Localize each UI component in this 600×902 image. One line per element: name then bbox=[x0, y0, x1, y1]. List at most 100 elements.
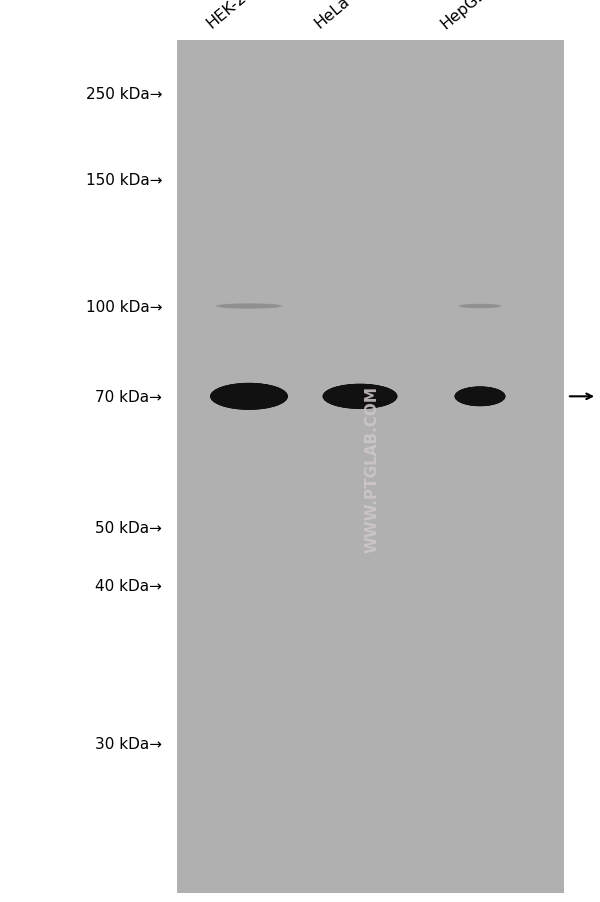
Ellipse shape bbox=[331, 391, 389, 403]
Ellipse shape bbox=[458, 391, 502, 403]
Ellipse shape bbox=[327, 387, 393, 407]
Ellipse shape bbox=[329, 390, 391, 404]
Ellipse shape bbox=[455, 387, 505, 407]
Ellipse shape bbox=[213, 385, 285, 409]
Text: 40 kDa→: 40 kDa→ bbox=[95, 579, 162, 594]
Ellipse shape bbox=[217, 389, 281, 405]
Ellipse shape bbox=[217, 389, 281, 405]
Ellipse shape bbox=[461, 392, 499, 401]
Ellipse shape bbox=[457, 389, 503, 405]
Ellipse shape bbox=[331, 391, 389, 403]
Ellipse shape bbox=[458, 390, 502, 404]
Ellipse shape bbox=[458, 305, 502, 308]
Ellipse shape bbox=[457, 389, 503, 405]
Ellipse shape bbox=[215, 388, 283, 406]
Ellipse shape bbox=[460, 391, 500, 402]
Ellipse shape bbox=[329, 389, 391, 405]
Ellipse shape bbox=[215, 304, 284, 309]
Ellipse shape bbox=[456, 389, 504, 405]
Ellipse shape bbox=[212, 384, 286, 410]
Ellipse shape bbox=[219, 305, 279, 308]
Text: 150 kDa→: 150 kDa→ bbox=[86, 173, 162, 188]
Ellipse shape bbox=[460, 391, 500, 402]
Ellipse shape bbox=[326, 387, 394, 407]
Ellipse shape bbox=[323, 385, 397, 409]
Ellipse shape bbox=[210, 383, 288, 410]
Ellipse shape bbox=[210, 383, 288, 410]
Ellipse shape bbox=[458, 391, 502, 403]
Ellipse shape bbox=[327, 388, 393, 406]
Ellipse shape bbox=[212, 385, 286, 409]
Text: HeLa: HeLa bbox=[311, 0, 352, 32]
Ellipse shape bbox=[455, 388, 505, 406]
Ellipse shape bbox=[330, 390, 390, 404]
Bar bbox=[177, 41, 564, 893]
Ellipse shape bbox=[457, 390, 503, 404]
Ellipse shape bbox=[211, 384, 287, 410]
Ellipse shape bbox=[323, 384, 398, 410]
Ellipse shape bbox=[218, 304, 280, 309]
Ellipse shape bbox=[325, 386, 395, 408]
Ellipse shape bbox=[323, 384, 397, 410]
Ellipse shape bbox=[328, 389, 392, 405]
Ellipse shape bbox=[456, 389, 504, 405]
Ellipse shape bbox=[218, 390, 280, 404]
Ellipse shape bbox=[212, 385, 286, 409]
Ellipse shape bbox=[461, 392, 499, 401]
Ellipse shape bbox=[458, 305, 502, 308]
Ellipse shape bbox=[332, 391, 388, 402]
Ellipse shape bbox=[220, 391, 278, 403]
Ellipse shape bbox=[218, 390, 280, 404]
Ellipse shape bbox=[461, 305, 499, 308]
Ellipse shape bbox=[457, 389, 503, 405]
Ellipse shape bbox=[326, 387, 394, 407]
Ellipse shape bbox=[459, 391, 501, 403]
Ellipse shape bbox=[218, 390, 280, 404]
Ellipse shape bbox=[215, 304, 283, 309]
Ellipse shape bbox=[220, 305, 278, 308]
Ellipse shape bbox=[326, 387, 394, 407]
Ellipse shape bbox=[458, 391, 502, 403]
Text: 250 kDa→: 250 kDa→ bbox=[86, 87, 162, 102]
Ellipse shape bbox=[460, 391, 500, 402]
Ellipse shape bbox=[219, 390, 279, 404]
Ellipse shape bbox=[323, 384, 397, 410]
Text: WWW.PTGLAB.COM: WWW.PTGLAB.COM bbox=[365, 386, 380, 552]
Ellipse shape bbox=[461, 305, 499, 308]
Ellipse shape bbox=[459, 391, 501, 403]
Ellipse shape bbox=[330, 390, 390, 404]
Ellipse shape bbox=[211, 384, 287, 410]
Ellipse shape bbox=[217, 304, 281, 309]
Ellipse shape bbox=[323, 385, 397, 409]
Ellipse shape bbox=[458, 390, 502, 404]
Ellipse shape bbox=[461, 305, 499, 308]
Ellipse shape bbox=[215, 387, 283, 407]
Ellipse shape bbox=[457, 389, 503, 405]
Ellipse shape bbox=[455, 387, 505, 407]
Ellipse shape bbox=[217, 304, 281, 309]
Ellipse shape bbox=[215, 387, 283, 407]
Ellipse shape bbox=[216, 388, 282, 406]
Ellipse shape bbox=[456, 388, 504, 406]
Ellipse shape bbox=[324, 385, 396, 409]
Ellipse shape bbox=[323, 385, 397, 409]
Ellipse shape bbox=[458, 390, 502, 404]
Ellipse shape bbox=[325, 386, 395, 408]
Ellipse shape bbox=[217, 389, 281, 405]
Ellipse shape bbox=[458, 390, 502, 404]
Ellipse shape bbox=[216, 304, 282, 309]
Ellipse shape bbox=[460, 305, 500, 308]
Ellipse shape bbox=[215, 387, 283, 407]
Ellipse shape bbox=[331, 391, 389, 403]
Ellipse shape bbox=[458, 305, 502, 308]
Ellipse shape bbox=[328, 388, 392, 406]
Ellipse shape bbox=[460, 392, 500, 401]
Text: 50 kDa→: 50 kDa→ bbox=[95, 520, 162, 535]
Ellipse shape bbox=[457, 390, 503, 404]
Text: HEK-293: HEK-293 bbox=[203, 0, 265, 32]
Ellipse shape bbox=[211, 383, 287, 410]
Ellipse shape bbox=[327, 388, 393, 406]
Ellipse shape bbox=[329, 390, 391, 404]
Ellipse shape bbox=[459, 391, 501, 403]
Ellipse shape bbox=[215, 388, 283, 406]
